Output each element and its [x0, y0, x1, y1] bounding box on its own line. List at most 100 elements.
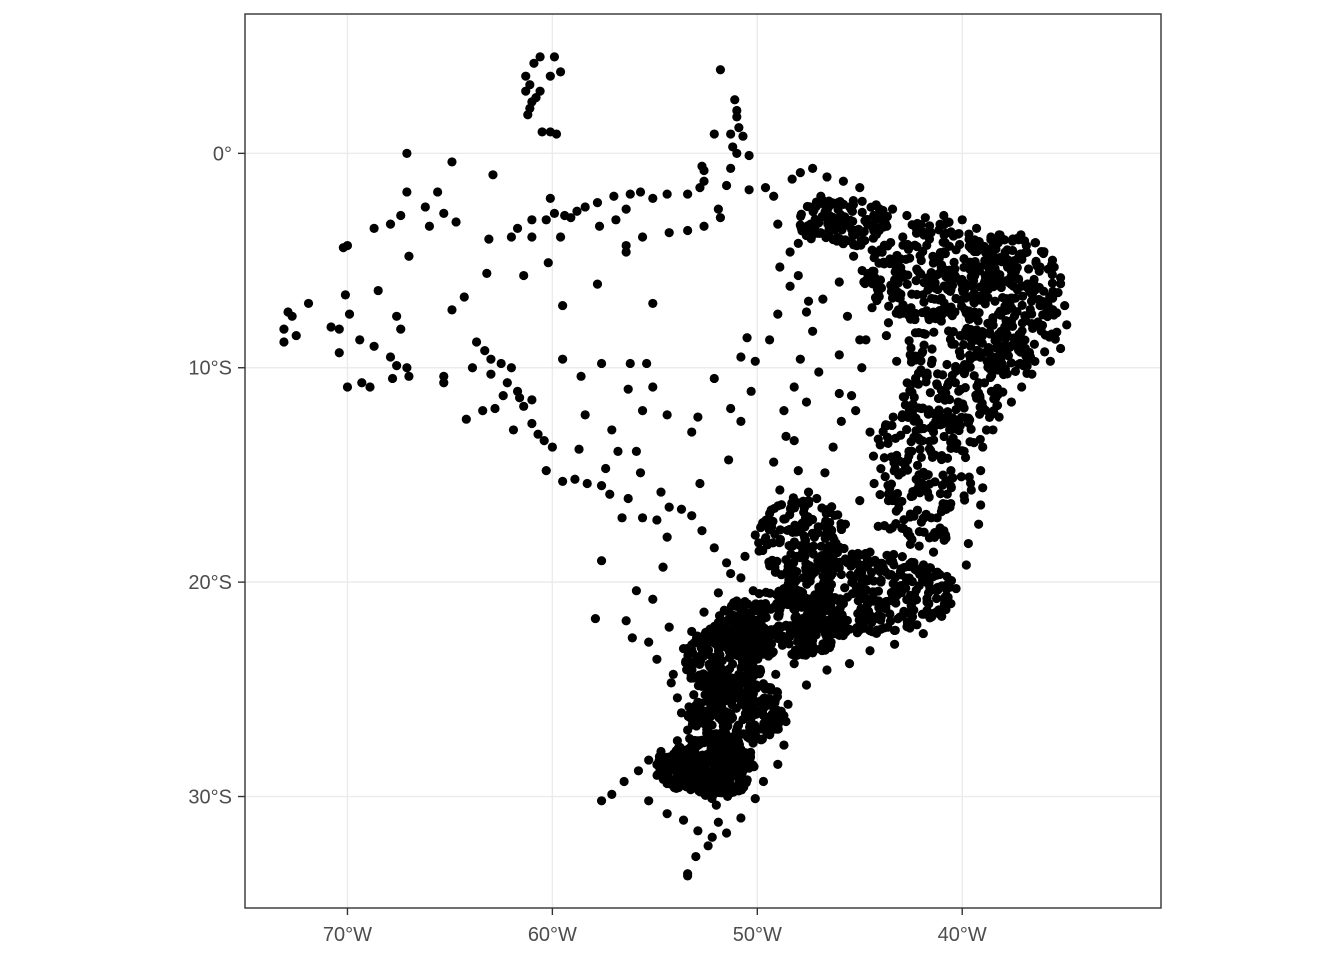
data-point: [911, 595, 922, 605]
data-point: [964, 350, 975, 360]
data-point: [898, 240, 908, 250]
data-point: [836, 597, 846, 607]
data-point: [821, 232, 831, 243]
data-point: [750, 530, 760, 540]
data-point: [851, 406, 861, 416]
data-point: [910, 373, 921, 383]
data-point: [942, 453, 953, 463]
data-point: [543, 258, 553, 268]
data-point: [793, 270, 803, 281]
data-point: [609, 191, 619, 201]
data-point: [652, 515, 662, 525]
data-point: [789, 436, 799, 446]
data-point: [902, 621, 912, 632]
data-point: [1053, 287, 1063, 298]
data-point: [303, 298, 314, 309]
data-point: [930, 450, 940, 460]
data-point: [287, 311, 297, 321]
data-point: [980, 277, 990, 287]
data-point: [746, 747, 756, 757]
data-point: [940, 301, 950, 311]
data-point: [764, 525, 774, 535]
data-point: [916, 365, 926, 375]
data-point: [885, 524, 895, 534]
data-point: [802, 566, 812, 576]
data-point: [1023, 264, 1034, 274]
data-point: [857, 612, 867, 623]
data-point: [902, 210, 912, 221]
data-point: [946, 437, 956, 447]
data-point: [795, 354, 805, 364]
data-point: [707, 832, 717, 842]
data-point: [819, 199, 829, 209]
data-point: [695, 656, 706, 666]
data-point: [936, 385, 946, 395]
data-point: [480, 345, 490, 356]
data-point: [662, 809, 672, 819]
data-point: [839, 543, 849, 554]
data-point: [705, 624, 715, 634]
data-point: [941, 533, 951, 543]
data-point: [965, 478, 976, 488]
data-point: [924, 405, 934, 415]
data-point: [420, 202, 430, 212]
data-point: [886, 588, 897, 598]
data-point: [976, 466, 986, 476]
data-point: [746, 696, 756, 706]
data-point: [490, 403, 500, 414]
data-point: [687, 640, 697, 650]
data-point: [644, 637, 654, 647]
data-point: [698, 669, 708, 679]
data-point: [919, 297, 929, 307]
data-point: [555, 67, 566, 77]
data-point: [754, 589, 764, 599]
data-point: [943, 326, 954, 336]
data-point: [834, 350, 844, 360]
data-point: [969, 371, 979, 381]
data-point: [820, 533, 830, 543]
data-point: [679, 768, 690, 778]
data-point: [625, 189, 635, 199]
data-point: [723, 721, 733, 731]
data-point: [424, 221, 435, 231]
data-point: [935, 609, 945, 619]
data-point: [849, 251, 859, 261]
data-point: [751, 683, 762, 693]
data-point: [774, 611, 784, 621]
data-point: [741, 626, 751, 636]
data-point: [961, 560, 971, 570]
data-point: [906, 557, 917, 567]
data-point: [912, 460, 923, 470]
data-point: [736, 573, 746, 583]
data-point: [558, 354, 568, 364]
data-point: [822, 545, 832, 555]
data-point: [983, 284, 993, 295]
data-point: [769, 457, 779, 467]
data-point: [793, 466, 803, 476]
data-point: [635, 187, 646, 197]
data-point: [794, 649, 804, 659]
data-point: [890, 639, 900, 649]
data-point: [779, 710, 789, 721]
data-point: [773, 219, 783, 229]
data-point: [683, 871, 693, 881]
data-point: [747, 733, 758, 743]
data-point: [691, 700, 701, 710]
data-point: [545, 193, 555, 203]
data-point: [691, 752, 702, 762]
y-tick-label: 20°S: [188, 572, 232, 594]
data-point: [901, 608, 911, 618]
data-point: [941, 584, 952, 595]
data-point: [729, 610, 739, 621]
data-point: [840, 212, 850, 222]
data-point: [447, 157, 457, 167]
data-point: [954, 425, 964, 436]
data-point: [1055, 343, 1066, 354]
data-point: [931, 593, 942, 604]
data-point: [735, 753, 745, 763]
data-point: [716, 630, 726, 640]
data-point: [570, 474, 580, 484]
data-point: [678, 815, 689, 825]
data-point: [939, 431, 949, 442]
data-point: [340, 290, 351, 300]
